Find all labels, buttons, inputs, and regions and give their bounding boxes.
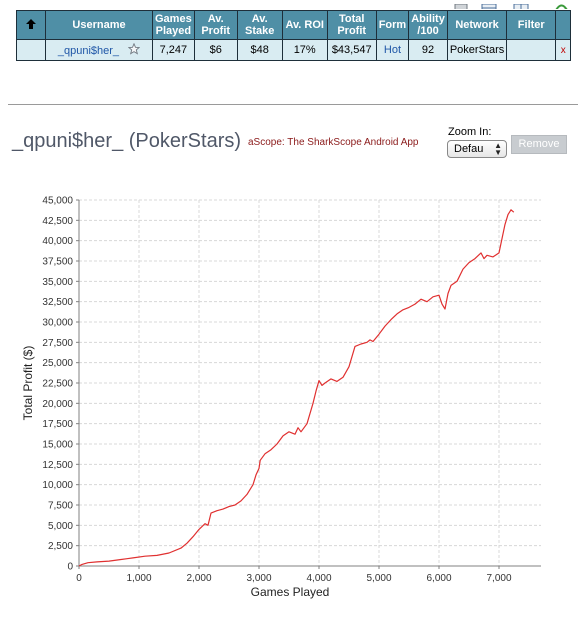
remove-row-icon[interactable]: x: [560, 45, 566, 56]
form-cell: Hot: [375, 39, 410, 61]
column-header-av-roi[interactable]: Av. ROI: [281, 10, 328, 40]
games-played-cell: 7,247: [152, 39, 195, 61]
y-tick-label: 17,500: [42, 419, 73, 430]
x-tick-label: 2,000: [186, 573, 211, 584]
sort-up-arrow-icon[interactable]: [25, 18, 37, 30]
y-tick-label: 5,000: [48, 521, 73, 532]
grid-view-icon[interactable]: [512, 0, 530, 9]
table-header-row: Username Games Played Av. Profit Av. Stake …: [16, 10, 572, 40]
remove-button[interactable]: Remove: [511, 135, 567, 154]
y-tick-label: 30,000: [42, 318, 73, 329]
y-tick-label: 32,500: [42, 297, 73, 308]
y-tick-label: 42,500: [42, 216, 73, 227]
player-title: _qpuni$her_ (PokerStars): [12, 130, 242, 152]
column-header-filter[interactable]: Filter: [506, 10, 557, 40]
x-tick-label: 5,000: [366, 573, 391, 584]
refresh-icon[interactable]: [552, 0, 570, 9]
column-header-av-profit[interactable]: Av. Profit: [193, 10, 238, 40]
column-header-form[interactable]: Form: [375, 10, 410, 40]
y-tick-label: 12,500: [42, 460, 73, 471]
profit-series-line: [78, 209, 515, 567]
sort-column-header[interactable]: [16, 10, 46, 40]
x-tick-label: 4,000: [306, 573, 331, 584]
android-app-link[interactable]: aScope: The SharkScope Android App: [248, 137, 419, 148]
favorite-star-icon[interactable]: [128, 43, 141, 55]
y-tick-label: 10,000: [42, 480, 73, 491]
x-tick-label: 7,000: [486, 573, 511, 584]
zoom-selected-value: Defau: [454, 143, 484, 155]
toolbar-icons: [452, 0, 582, 10]
x-tick-label: 0: [76, 573, 82, 584]
av-profit-cell: $6: [193, 39, 238, 61]
y-axis-label: Total Profit ($): [21, 346, 35, 421]
table-view-icon[interactable]: [480, 0, 498, 9]
total-profit-cell: $43,547: [326, 39, 377, 61]
y-tick-label: 45,000: [42, 196, 73, 207]
y-tick-label: 2,500: [48, 541, 73, 552]
column-header-ability[interactable]: Ability/100: [408, 10, 448, 40]
column-header-av-stake[interactable]: Av. Stake: [236, 10, 283, 40]
row-blank-cell: [16, 39, 46, 61]
filter-cell: [506, 39, 557, 61]
y-tick-label: 15,000: [42, 440, 73, 451]
ability-cell: 92: [408, 39, 448, 61]
zoom-label: Zoom In:: [448, 126, 492, 138]
updown-chevron-icon: ▲ ▼: [494, 141, 502, 157]
x-tick-label: 1,000: [126, 573, 151, 584]
network-cell: PokerStars: [446, 39, 508, 61]
y-tick-label: 37,500: [42, 257, 73, 268]
profit-chart: 0 2,500 5,000 7,500 10,000 12,500 15,000 17,500…: [21, 196, 541, 599]
y-tick-label: 0: [67, 562, 73, 573]
x-axis-label: Games Played: [251, 585, 330, 599]
av-roi-cell: 17%: [281, 39, 328, 61]
username-link[interactable]: _qpuni$her_: [57, 45, 120, 57]
player-stats-table: Username Games Played Av. Profit Av. Stake …: [16, 10, 572, 61]
column-header-network[interactable]: Network: [446, 10, 508, 40]
x-tick-label: 3,000: [246, 573, 271, 584]
form-link[interactable]: Hot: [383, 44, 402, 56]
y-tick-label: 35,000: [42, 277, 73, 288]
av-stake-cell: $48: [236, 39, 283, 61]
username-cell: _qpuni$her_: [45, 39, 153, 61]
y-tick-label: 20,000: [42, 399, 73, 410]
table-row: _qpuni$her_ 7,247 $6 $48 17% $43,547 Hot…: [16, 39, 572, 61]
remove-row-cell[interactable]: x: [555, 39, 572, 61]
column-header-username[interactable]: Username: [45, 10, 153, 40]
y-tick-label: 40,000: [42, 236, 73, 247]
column-header-games-played[interactable]: Games Played: [152, 10, 195, 40]
section-divider: [8, 104, 578, 105]
column-header-total-profit[interactable]: Total Profit: [326, 10, 377, 40]
print-icon[interactable]: [452, 0, 470, 9]
column-header-remove: [555, 10, 572, 40]
y-tick-label: 27,500: [42, 338, 73, 349]
y-tick-label: 22,500: [42, 379, 73, 390]
y-tick-label: 7,500: [48, 501, 73, 512]
y-tick-label: 25,000: [42, 358, 73, 369]
x-tick-label: 6,000: [426, 573, 451, 584]
zoom-select[interactable]: Defau ▲ ▼: [447, 140, 507, 158]
